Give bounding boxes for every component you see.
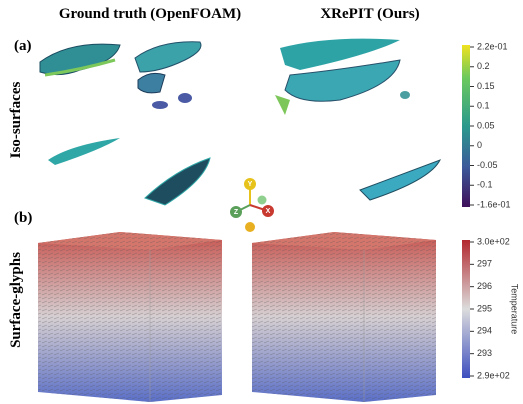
- colorbar-label: -1.6e-01: [477, 199, 511, 209]
- colorbar-label: 0.05: [477, 120, 495, 130]
- colorbar-label: 293: [477, 348, 492, 358]
- column-title: Ground truth (OpenFOAM): [59, 6, 241, 22]
- colorbar-label: 2.2e-01: [477, 41, 508, 51]
- axis-letter: Y: [248, 181, 253, 188]
- colorbar-label: -0.05: [477, 160, 498, 170]
- colorbar-label: 296: [477, 281, 492, 291]
- glyph-cube-right: [252, 232, 436, 402]
- iso-surfaces-right: [275, 39, 440, 200]
- colorbar-label: -0.1: [477, 180, 493, 190]
- colorbar: [462, 240, 470, 378]
- colorbar-label: 295: [477, 303, 492, 313]
- row-tag: (a): [14, 38, 32, 54]
- colorbar-label: 3.0e+02: [477, 236, 510, 246]
- axis-letter: Z: [234, 209, 239, 216]
- colorbar-label: 294: [477, 326, 492, 336]
- row-label: Surface-glyphs: [8, 252, 24, 348]
- colorbar-label: 2.9e+02: [477, 370, 510, 380]
- axes-glyph: Y Z X: [230, 178, 274, 232]
- figure: Ground truth (OpenFOAM) XRePIT (Ours) (a…: [0, 0, 523, 404]
- glyph-cube-left: [38, 232, 222, 402]
- colorbar-label: 0.2: [477, 61, 490, 71]
- iso-surfaces-left: [40, 42, 210, 205]
- row-label: Iso-surfaces: [8, 82, 24, 159]
- colorbar-label: 0.1: [477, 101, 490, 111]
- axis-letter: X: [266, 208, 271, 215]
- colorbar-label: 297: [477, 259, 492, 269]
- colorbar-label: 0.15: [477, 81, 495, 91]
- row-tag: (b): [14, 210, 32, 226]
- colorbar-label: 0: [477, 140, 482, 150]
- column-title: XRePIT (Ours): [320, 6, 419, 22]
- colorbar: [462, 45, 470, 207]
- colorbar-title: Temperature: [510, 284, 520, 335]
